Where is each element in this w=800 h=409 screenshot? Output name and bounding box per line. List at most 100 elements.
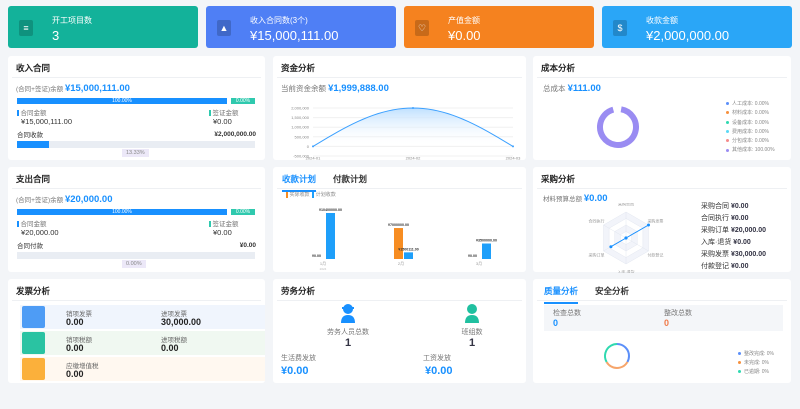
quality-stats: 检查总数 0 整改总数 0 bbox=[544, 305, 783, 331]
balance-value: ¥20,000.00 bbox=[64, 194, 113, 205]
invoice-row: 销项发票 0.00 进项发票 30,000.00 bbox=[20, 305, 265, 329]
x-sub-label: 2024 bbox=[320, 267, 327, 271]
stat-value: ¥15,000,111.00 bbox=[250, 28, 339, 43]
area-fill bbox=[313, 108, 513, 147]
invoice-label: 销项税额 bbox=[66, 337, 92, 344]
legend-plan: 计划收款 bbox=[315, 192, 336, 198]
collect-value: ¥2,000,000.00 bbox=[214, 131, 256, 138]
purchase-item: 合同执行 ¥0.00 bbox=[701, 215, 749, 222]
donut-slice-other bbox=[597, 106, 639, 148]
stat-card-collection[interactable]: $ 收款金额 ¥2,000,000.00 bbox=[602, 6, 792, 48]
stat-card-projects[interactable]: ≡ 开工项目数 3 bbox=[8, 6, 198, 48]
bar-label: ¥0.00 bbox=[468, 254, 477, 258]
budget-label: 材料预算总额 bbox=[543, 196, 582, 203]
legend-item: 未完成: 0% bbox=[738, 359, 774, 368]
invoice-value: 0.00 bbox=[66, 317, 84, 327]
y-tick-label: 2,000,000 bbox=[291, 106, 310, 111]
bar-label: ¥7000000.00 bbox=[388, 223, 409, 227]
panel-title: 成本分析 bbox=[537, 56, 787, 78]
x-tick-label: 2024-01 bbox=[306, 156, 321, 161]
stat-label: 收款金额 bbox=[646, 16, 678, 25]
purchase-list: 采购合同 ¥0.00 合同执行 ¥0.00 采购订单 ¥20,000.00 入库·退货… bbox=[701, 201, 766, 273]
radar-axis bbox=[625, 237, 649, 252]
budget-value: ¥0.00 bbox=[583, 193, 608, 204]
panel-title: 发票分析 bbox=[12, 279, 261, 301]
tab-quality[interactable]: 质量分析 bbox=[544, 285, 579, 304]
stat-card-output[interactable]: ♡ 产值金额 ¥0.00 bbox=[404, 6, 594, 48]
invoice-label: 销项发票 bbox=[66, 311, 92, 318]
panel-title: 劳务分析 bbox=[277, 279, 522, 301]
radar-point bbox=[624, 236, 628, 240]
contract-ratio-bar: 100.00% bbox=[17, 209, 227, 215]
legend-item: 费用成本: 0.00% bbox=[726, 128, 775, 137]
x-tick-label: 2024-03 bbox=[506, 156, 521, 161]
chart-legend: 实际收款 计划收款 bbox=[286, 191, 336, 200]
cost-legend: 人工成本: 0.00% 材料成本: 0.00% 设备成本: 0.00% 费用成本: 0… bbox=[726, 100, 775, 156]
cost-donut-chart bbox=[597, 106, 639, 148]
radar-axis-label: 付款登记 bbox=[647, 252, 663, 258]
income-contract-panel: 收入合同 (合同+签证)余额 ¥15,000,111.00 100.00% 0.… bbox=[8, 56, 265, 160]
invoice-value: 30,000.00 bbox=[161, 317, 202, 327]
stat-card-income-contracts[interactable]: ▲ 收入合同数(3个) ¥15,000,111.00 bbox=[206, 6, 396, 48]
x-tick-label: 1月 bbox=[320, 261, 326, 266]
invoice-value: 0.00 bbox=[161, 343, 179, 353]
balance-label: (合同+签证)余额 bbox=[16, 86, 64, 93]
visa-value: ¥0.00 bbox=[213, 117, 232, 126]
balance-value: ¥15,000,111.00 bbox=[64, 83, 130, 94]
funds-panel: 资金分析 当前资金余额 ¥1,999,888.00 2,000,000 1,500… bbox=[273, 56, 526, 160]
purchase-panel: 采购分析 材料预算总额 ¥0.00 采购合同 采购发票 付款登记 入库·退货 采购订单 合… bbox=[533, 167, 791, 274]
y-tick-label: 1,500,000 bbox=[291, 115, 310, 120]
tab-collection-plan[interactable]: 收款计划 bbox=[282, 173, 317, 192]
stat-value: ¥0.00 bbox=[448, 28, 481, 43]
invoice-value: 0.00 bbox=[66, 369, 84, 379]
stat-label: 产值金额 bbox=[448, 16, 480, 25]
panel-title: 资金分析 bbox=[277, 56, 522, 78]
panel-title: 支出合同 bbox=[12, 167, 261, 189]
contract-label: 合同金额 bbox=[20, 110, 47, 117]
vat-icon bbox=[22, 358, 45, 380]
balance-label: 当前资金余额 bbox=[281, 84, 326, 93]
y-tick-label: 500,000 bbox=[295, 134, 310, 139]
plan-bar-chart: ¥0.00 ¥10400000.00 1月 ¥7000000.00 ¥1500111.0… bbox=[312, 208, 497, 271]
tax-hand-icon bbox=[22, 332, 45, 354]
bar-label: ¥3500000.00 bbox=[476, 239, 497, 243]
purchase-item: 入库·退货 ¥0.00 bbox=[701, 239, 751, 246]
invoice-label: 进项税额 bbox=[161, 337, 187, 344]
rectify-value: 0 bbox=[664, 318, 670, 328]
legend-item: 材料成本: 0.00% bbox=[726, 109, 775, 118]
visa-value: ¥0.00 bbox=[213, 228, 232, 237]
bar-label: ¥1500111.00 bbox=[398, 247, 419, 251]
invoice-row: 应缴增值税 0.00 bbox=[20, 357, 265, 381]
cost-panel: 成本分析 总成本 ¥111.00 人工成本: 0.00% 材料成本: 0.00% 设… bbox=[533, 56, 791, 160]
contract-pct: 100.00% bbox=[17, 98, 227, 104]
bar bbox=[482, 243, 491, 259]
purchase-item: 采购合同 ¥0.00 bbox=[701, 203, 749, 210]
tab-payment-plan[interactable]: 付款计划 bbox=[333, 174, 368, 184]
money-bag-icon: $ bbox=[613, 20, 627, 36]
radar-point bbox=[647, 223, 651, 227]
check-label: 检查总数 bbox=[553, 310, 581, 317]
x-tick-label: 3月 bbox=[476, 261, 482, 266]
collect-label: 合同收款 bbox=[17, 132, 43, 139]
quality-panel: 质量分析 安全分析 检查总数 0 整改总数 0 整改完成: 0% 未完成: 0% 已… bbox=[533, 279, 791, 383]
wage-label: 工资发放 bbox=[423, 355, 451, 362]
legend-item: 整改完成: 0% bbox=[738, 350, 774, 359]
radar-axis-label: 入库·退货 bbox=[617, 269, 634, 274]
quality-legend: 整改完成: 0% 未完成: 0% 已逾期: 0% bbox=[738, 350, 774, 377]
stamp-icon: ▲ bbox=[217, 20, 231, 36]
contract-ratio-bar: 100.00% bbox=[17, 98, 227, 104]
y-tick-label: 1,000,000 bbox=[291, 125, 310, 130]
legend-actual: 实际收款 bbox=[289, 192, 310, 198]
quality-donut-chart bbox=[604, 343, 630, 369]
stat-value: 3 bbox=[52, 28, 60, 43]
purchase-item: 采购发票 ¥30,000.00 bbox=[701, 251, 766, 258]
collect-pct: 0.00% bbox=[122, 260, 146, 268]
tab-safety[interactable]: 安全分析 bbox=[595, 286, 630, 296]
labor-panel: 劳务分析 劳务人员总数 1 班组数 1 生活费发放 ¥0.00 工资发放 ¥0.… bbox=[273, 279, 526, 383]
total-cost-label: 总成本 bbox=[543, 84, 566, 93]
layers-icon: ≡ bbox=[19, 20, 33, 36]
panel-title: 采购分析 bbox=[537, 167, 787, 189]
y-tick-label: 0 bbox=[307, 144, 310, 149]
collect-pct: 13.33% bbox=[122, 149, 149, 157]
